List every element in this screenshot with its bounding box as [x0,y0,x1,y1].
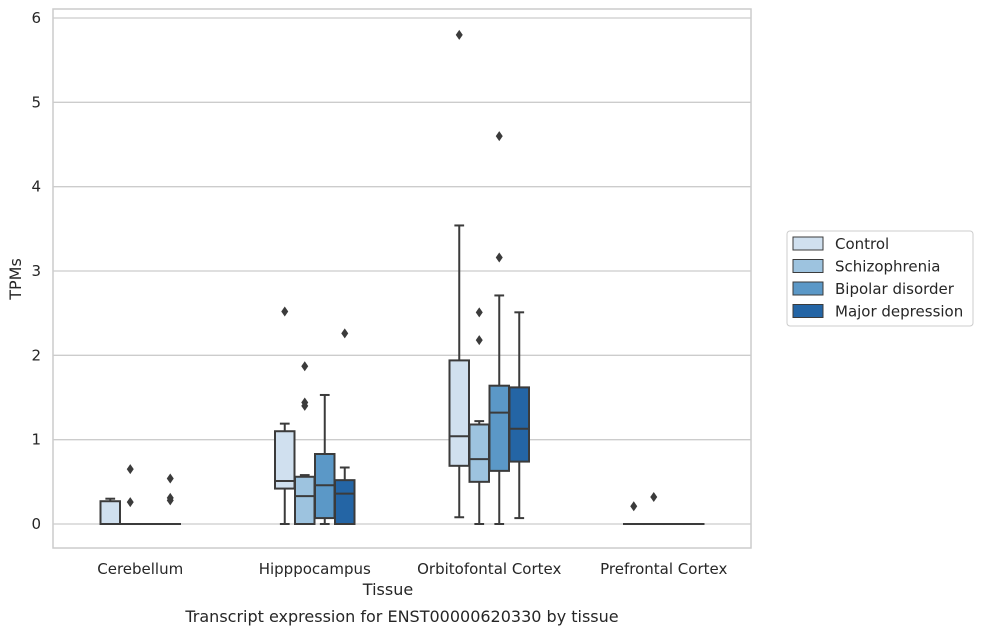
legend-swatch [792,259,824,273]
x-tick-label: Orbitofontal Cortex [417,560,561,578]
outlier-marker [650,492,658,503]
outlier-marker [126,497,134,508]
y-tick-label: 5 [31,93,41,111]
plot-frame [52,8,752,549]
x-tick-label: Cerebellum [97,560,183,578]
x-tick-label: Hipppocampus [259,560,371,578]
y-tick-label: 0 [31,515,41,533]
boxes [99,29,705,526]
outlier-marker [166,473,174,484]
x-axis-title: Tissue [362,580,413,599]
y-tick-label: 2 [31,346,41,364]
box-2-2 [488,131,510,525]
box-iqr [99,500,121,526]
y-axis-title: TPMs [6,258,25,301]
y-tick-label: 1 [31,431,41,449]
box-2-1 [314,393,336,525]
y-axis-ticks: 0 1 2 3 4 5 6 [31,9,41,533]
outlier-marker [495,131,503,142]
box-3-0 [159,473,181,526]
box-iqr [294,475,316,526]
outlier-marker [630,501,638,512]
box-0-2 [448,29,470,519]
y-tick-label: 3 [31,262,41,280]
y-tick-label: 6 [31,9,41,27]
box-3-2 [508,311,530,520]
outlier-marker [475,307,483,318]
outlier-marker [495,252,503,263]
x-tick-label: Prefrontal Cortex [600,560,727,578]
outlier-marker [341,328,349,339]
y-tick-label: 4 [31,178,41,196]
legend-label: Schizophrenia [835,258,940,276]
legend-label: Major depression [835,303,963,321]
chart-caption: Transcript expression for ENST0000062033… [184,607,618,626]
outlier-marker [126,464,134,475]
box-iqr [468,423,490,483]
box-1-3 [643,492,665,526]
outlier-marker [475,335,483,346]
legend-frame [786,230,974,327]
legend-swatch [792,281,824,296]
legend-swatch [792,236,824,251]
legend-swatch [792,304,824,318]
legend-label: Control [835,235,889,253]
outlier-marker [301,400,309,411]
box-iqr [488,384,510,472]
box-iqr [448,359,470,467]
outlier-marker [166,495,174,506]
box-iqr [274,430,296,490]
box-iqr [508,386,530,463]
x-axis-ticks: Cerebellum Hipppocampus Orbitofontal Corte… [97,560,727,578]
box-0-1 [274,306,296,525]
outlier-marker [281,306,289,317]
legend-label: Bipolar disorder [835,280,955,298]
box-0-0 [99,497,121,526]
box-iqr [334,479,356,525]
outlier-marker [455,29,463,40]
legend: Control Schizophrenia Bipolar disorder Majo… [786,230,974,327]
outlier-marker [301,361,309,372]
box-3-1 [334,328,356,525]
